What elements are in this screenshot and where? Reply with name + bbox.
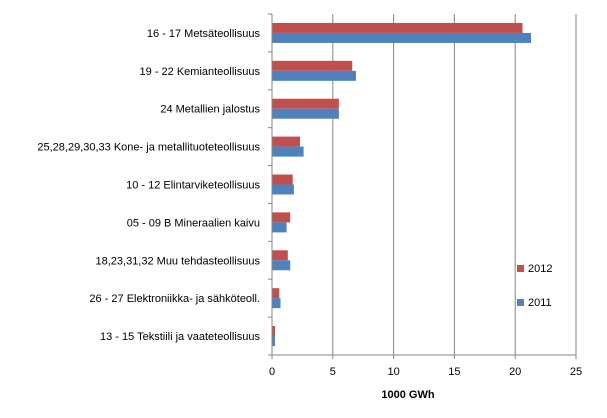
bar-2011 xyxy=(272,298,281,309)
x-tick-label: 0 xyxy=(269,366,275,378)
category-label: 10 - 12 Elintarviketeollisuus xyxy=(126,180,260,192)
x-tick-label: 25 xyxy=(570,366,582,378)
bar-2012 xyxy=(272,174,293,185)
bar-2011 xyxy=(272,184,294,195)
category-label: 13 - 15 Tekstiili ja vaateteollisuus xyxy=(100,331,260,343)
bar-2012 xyxy=(272,212,291,223)
x-tick-label: 15 xyxy=(448,366,460,378)
bar-2012 xyxy=(272,60,353,71)
bar-2011 xyxy=(272,260,291,271)
legend: 2012 2011 xyxy=(517,263,552,309)
x-tick-label: 5 xyxy=(330,366,336,378)
bar-2011 xyxy=(272,32,532,43)
axes xyxy=(271,14,576,356)
legend-label-2011: 2011 xyxy=(528,297,552,309)
bar-2011 xyxy=(272,222,287,233)
category-label: 18,23,31,32 Muu tehdasteollisuus xyxy=(95,255,260,267)
legend-swatch-2012 xyxy=(517,265,524,272)
category-label: 16 - 17 Metsäteollisuus xyxy=(147,28,261,40)
category-label: 05 - 09 B Mineraalien kaivu xyxy=(127,217,260,229)
bar-2011 xyxy=(272,70,356,81)
category-label: 25,28,29,30,33 Kone- ja metallituoteteol… xyxy=(37,142,260,154)
x-tick-label: 10 xyxy=(387,366,399,378)
category-label: 26 - 27 Elektroniikka- ja sähköteoll. xyxy=(89,293,260,305)
bars xyxy=(272,22,532,347)
bar-2012 xyxy=(272,98,339,109)
x-tick-labels: 0 5 10 15 20 25 xyxy=(269,366,582,378)
legend-label-2012: 2012 xyxy=(528,263,552,275)
x-axis-title: 1000 GWh xyxy=(381,389,434,401)
bar-2012 xyxy=(272,326,276,337)
legend-swatch-2011 xyxy=(517,299,524,306)
x-tick-label: 20 xyxy=(509,366,521,378)
bar-2012 xyxy=(272,288,280,299)
bar-2011 xyxy=(272,336,276,347)
category-label: 24 Metallien jalostus xyxy=(160,104,260,116)
bar-2011 xyxy=(272,108,339,119)
bar-2012 xyxy=(272,22,523,33)
bar-2012 xyxy=(272,136,300,147)
bar-2012 xyxy=(272,250,288,261)
category-label: 19 - 22 Kemianteollisuus xyxy=(140,66,261,78)
category-labels: 16 - 17 Metsäteollisuus 19 - 22 Kemianteo… xyxy=(37,28,260,343)
bar-2011 xyxy=(272,146,304,157)
